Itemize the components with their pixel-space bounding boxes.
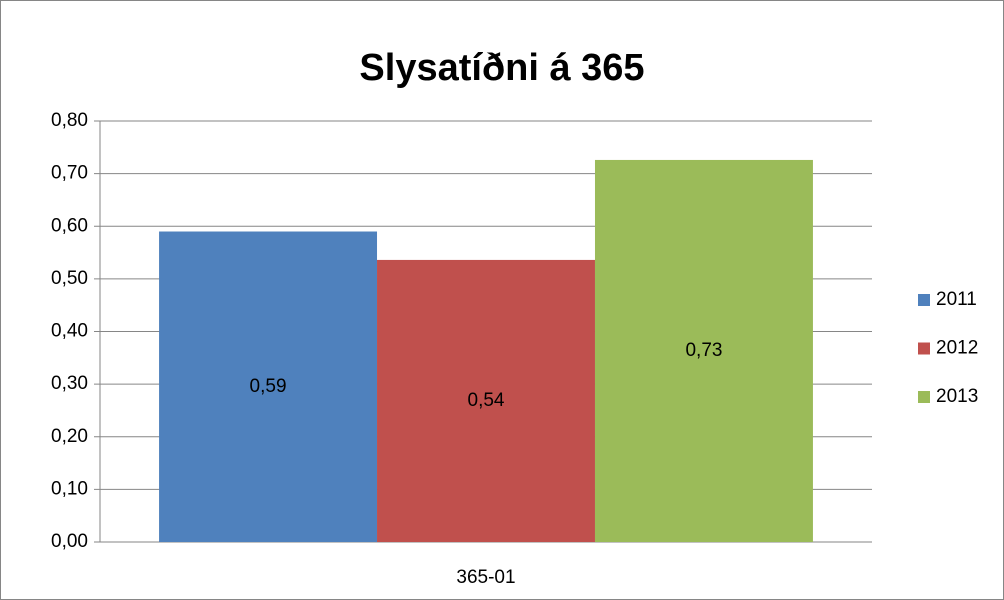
y-tick-label: 0,50 [51, 268, 88, 289]
legend-label: 2012 [936, 338, 978, 359]
y-tick-label: 0,70 [51, 163, 88, 184]
y-tick-label: 0,60 [51, 215, 88, 236]
y-tick-label: 0,40 [51, 321, 88, 342]
data-label: 0,59 [250, 376, 287, 397]
legend-label: 2011 [936, 289, 977, 310]
legend-swatch [918, 294, 930, 306]
chart-title: Slysatíðni á 365 [359, 47, 644, 89]
y-tick-label: 0,80 [51, 110, 88, 131]
bar [594, 159, 813, 542]
data-label: 0,54 [468, 390, 505, 411]
y-tick-label: 0,20 [51, 426, 88, 447]
y-tick-label: 0,30 [51, 373, 88, 394]
legend-label: 2013 [936, 386, 978, 407]
y-tick-label: 0,00 [51, 531, 88, 552]
y-tick-label: 0,10 [51, 478, 88, 499]
x-tick-label: 365-01 [456, 567, 515, 588]
bar [159, 231, 378, 542]
legend-swatch [918, 391, 930, 403]
legend-swatch [918, 342, 930, 355]
bar [377, 259, 595, 542]
data-label: 0,73 [685, 340, 722, 361]
